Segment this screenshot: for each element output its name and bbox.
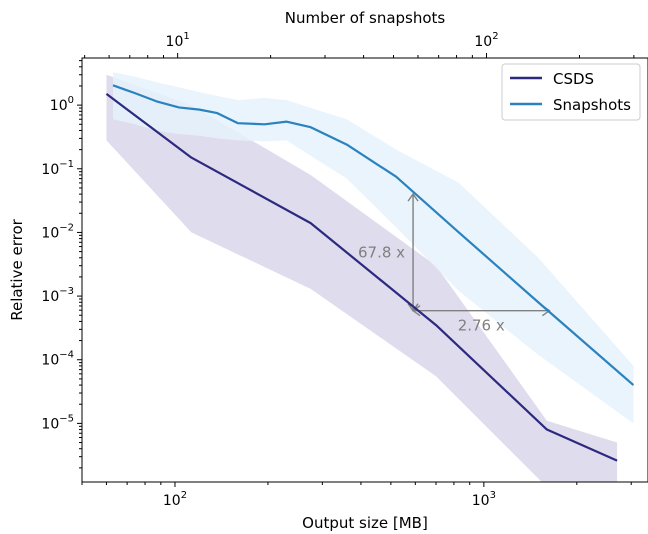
legend: CSDS Snapshots bbox=[501, 63, 641, 121]
annotation-vertical-label: 67.8 x bbox=[358, 243, 405, 261]
arrowhead-top bbox=[407, 192, 419, 202]
top-axis-label: Number of snapshots bbox=[285, 9, 446, 27]
line-csds bbox=[105, 93, 618, 462]
band-csds bbox=[106, 74, 618, 482]
top-tick-label: 102 bbox=[474, 31, 498, 50]
y-tick-label: 10−3 bbox=[41, 286, 74, 305]
band-snapshots bbox=[113, 72, 634, 424]
x-tick-label: 102 bbox=[163, 490, 187, 509]
top-tick-label: 101 bbox=[166, 31, 190, 50]
legend-label-csds: CSDS bbox=[553, 70, 594, 88]
y-tick-label: 10−1 bbox=[41, 159, 74, 178]
legend-label-snapshots: Snapshots bbox=[553, 96, 631, 114]
arrowhead-left bbox=[411, 305, 421, 317]
y-tick-label: 10−2 bbox=[41, 222, 74, 241]
axes: 100 10−1 10−2 10−3 10−4 10−5 102 103 101 102 bbox=[41, 31, 635, 509]
x-axis-label: Output size [MB] bbox=[302, 514, 428, 532]
y-tick-label: 100 bbox=[50, 95, 74, 114]
annotations: 67.8 x 2.76 x bbox=[358, 192, 551, 335]
line-snapshots bbox=[112, 84, 635, 386]
y-tick-label: 10−4 bbox=[41, 350, 74, 369]
x-tick-label: 103 bbox=[472, 490, 496, 509]
annotation-horizontal-label: 2.76 x bbox=[458, 317, 505, 335]
series-lines bbox=[105, 84, 635, 462]
plot-frame bbox=[81, 57, 648, 483]
y-axis-label: Relative error bbox=[8, 218, 26, 320]
confidence-bands bbox=[106, 72, 634, 482]
y-tick-label: 10−5 bbox=[41, 413, 74, 432]
